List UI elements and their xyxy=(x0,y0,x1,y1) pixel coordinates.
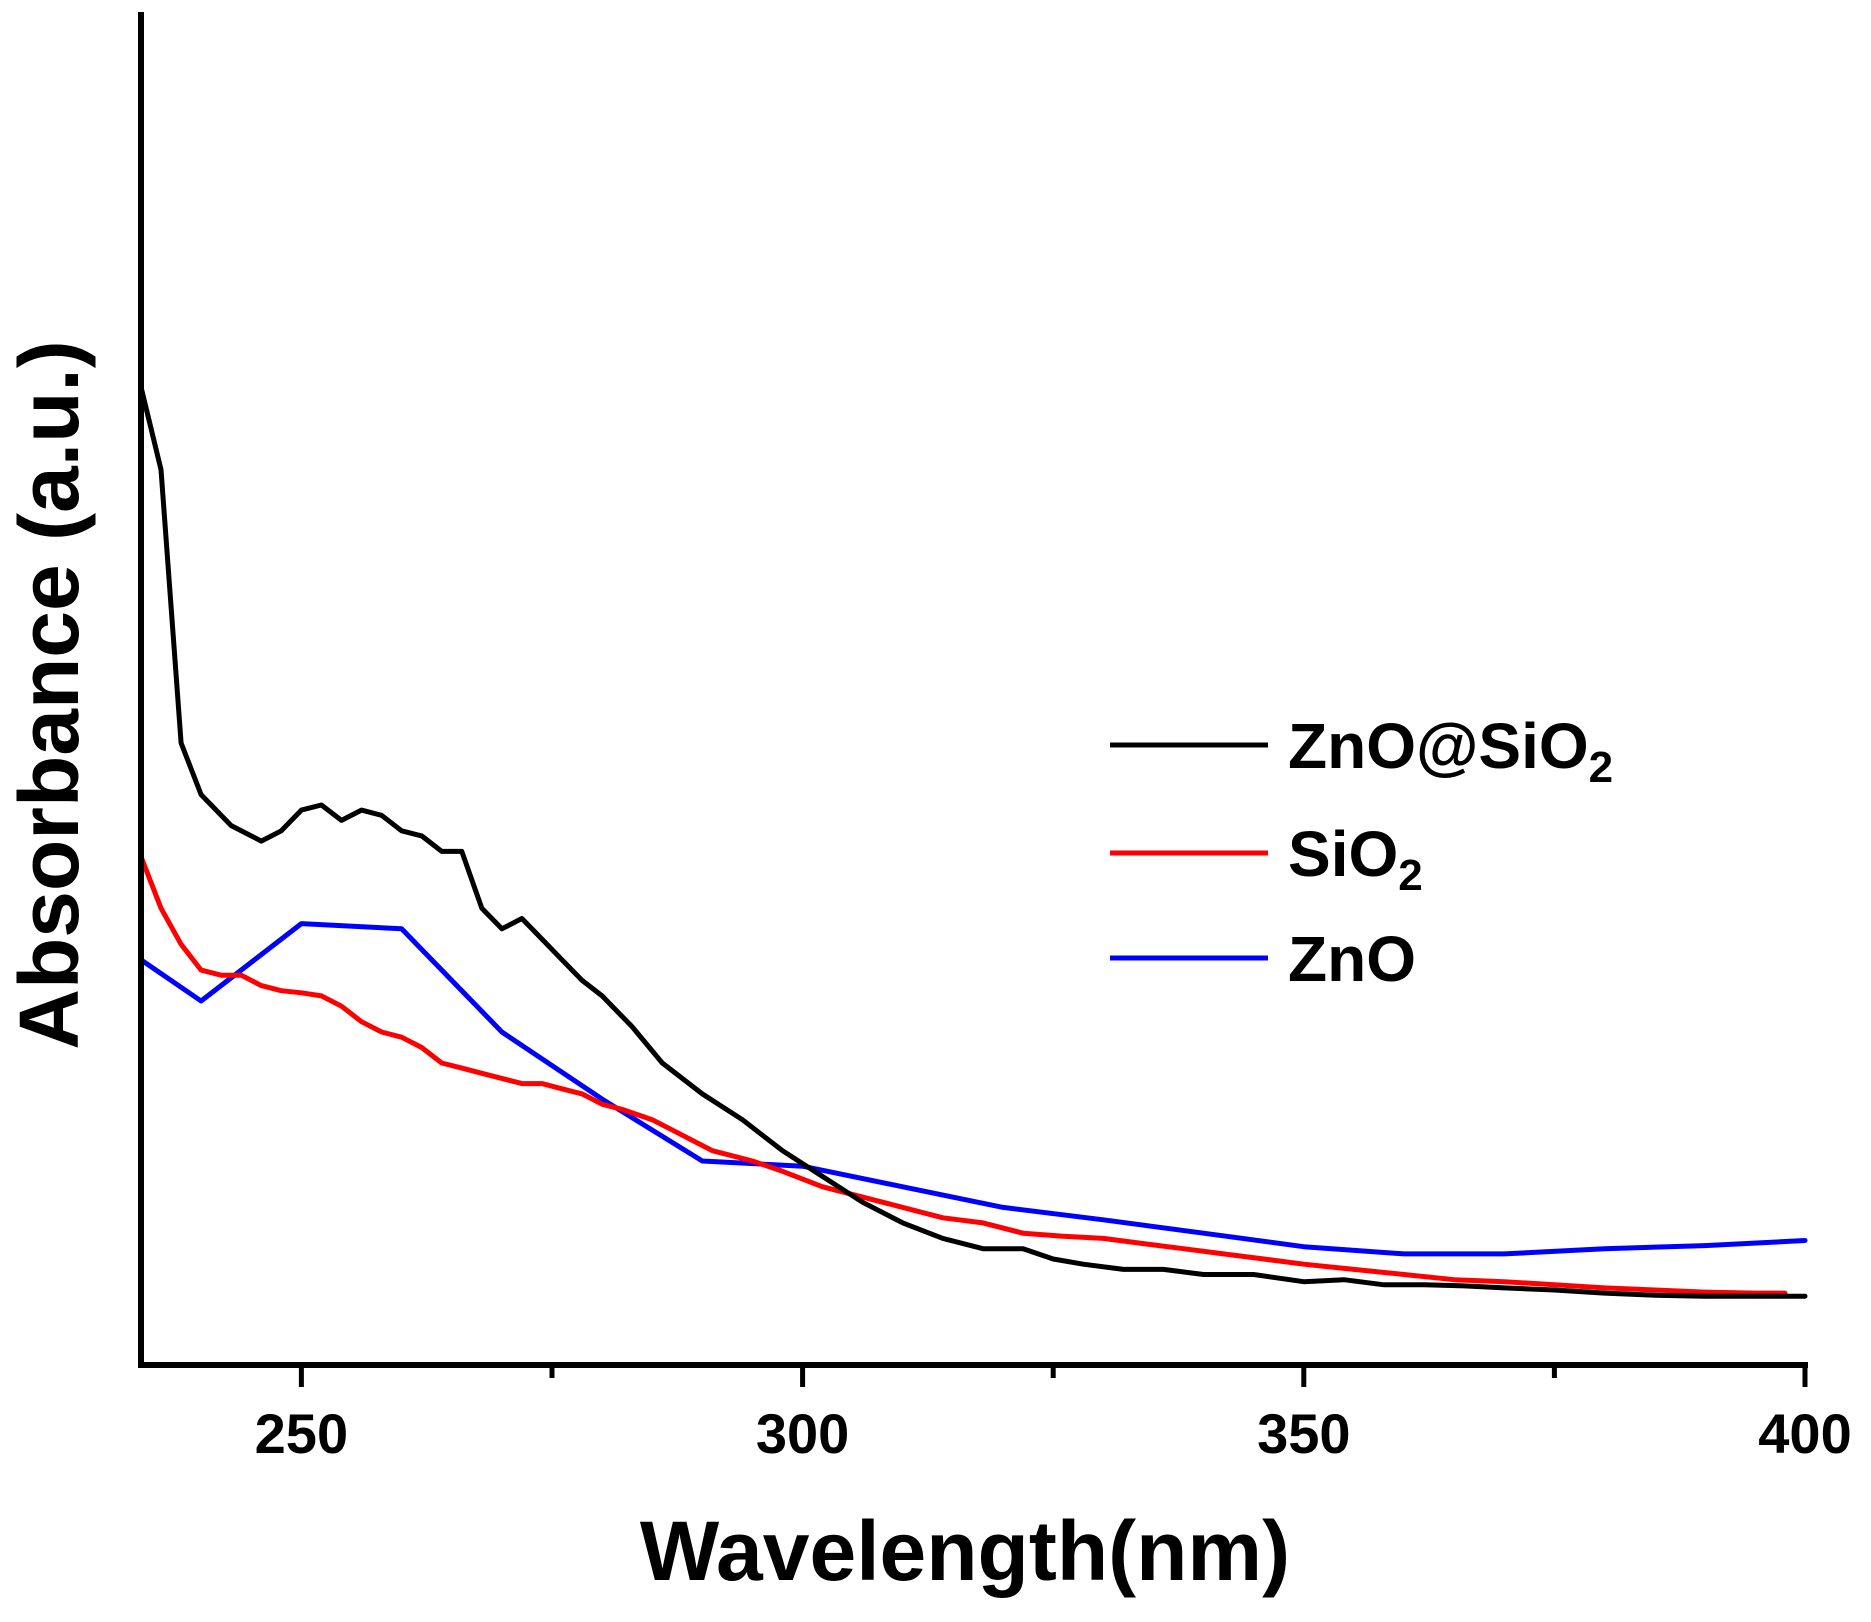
x-tick-label-350: 350 xyxy=(1257,1402,1350,1465)
legend-label-zno: ZnO xyxy=(1288,923,1416,995)
series-line-zno-sio2 xyxy=(138,384,1808,1299)
axes xyxy=(138,12,1808,1368)
x-tick-label-250: 250 xyxy=(255,1402,348,1465)
y-axis-title: Absorbance (a.u.) xyxy=(2,340,96,1049)
x-ticks xyxy=(298,1365,1808,1387)
x-axis-title: Wavelength(nm) xyxy=(640,1504,1290,1598)
legend-label-zno-sio2: ZnO@SiO2 xyxy=(1288,710,1613,792)
series-layer xyxy=(138,384,1808,1299)
x-tick-label-400: 400 xyxy=(1758,1402,1851,1465)
x-tick-labels: 250 300 350 400 xyxy=(255,1402,1852,1465)
x-tick-label-300: 300 xyxy=(756,1402,849,1465)
legend-label-sio2: SiO2 xyxy=(1288,818,1423,900)
legend-subscript: 2 xyxy=(1589,743,1613,792)
series-line-zno xyxy=(138,921,1808,1257)
legend-subscript: 2 xyxy=(1398,851,1422,900)
series-line-sio2 xyxy=(138,854,1788,1296)
legend: ZnO@SiO2 SiO2 ZnO xyxy=(1110,710,1613,995)
